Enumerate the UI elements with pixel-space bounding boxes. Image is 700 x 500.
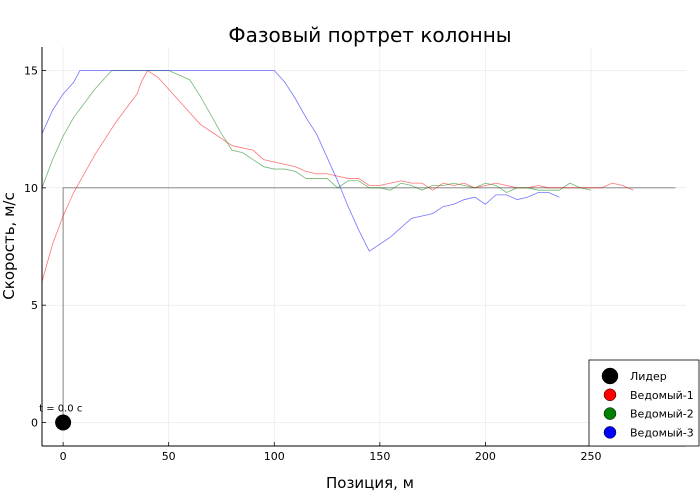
- y-tick-label: 15: [24, 64, 38, 77]
- time-annotation: t = 0.0 с: [39, 404, 82, 415]
- legend-marker-3: [603, 426, 617, 439]
- legend-label-1: Ведомый-1: [630, 389, 694, 402]
- chart-title: Фазовый портрет колонны: [228, 23, 511, 47]
- reference-lines: [62, 187, 676, 423]
- y-axis-title: Скорость, м/с: [0, 192, 18, 299]
- x-tick-label: 50: [162, 450, 176, 463]
- x-tick-label: 0: [60, 450, 67, 463]
- x-tick-label: 200: [475, 450, 496, 463]
- x-axis-title: Позиция, м: [326, 474, 414, 492]
- y-tick-label: 0: [31, 417, 38, 430]
- leader-marker: [55, 414, 72, 431]
- legend-marker-0: [601, 367, 619, 385]
- series-line-3: [41, 70, 560, 252]
- legend: Лидер Ведомый-1 Ведомый-2 Ведомый-3: [588, 359, 700, 447]
- series-line-2: [41, 70, 592, 193]
- annotation-group: t = 0.0 с: [39, 404, 82, 415]
- legend-label-2: Ведомый-2: [630, 408, 694, 421]
- series-line-1: [41, 69, 634, 282]
- y-tick-label: 5: [31, 299, 38, 312]
- reference-line: [62, 187, 676, 423]
- legend-marker-1: [603, 388, 617, 402]
- y-tick-label: 10: [24, 182, 38, 195]
- legend-label-0: Лидер: [630, 370, 667, 383]
- x-tick-label: 250: [580, 450, 601, 463]
- legend-label-3: Ведомый-3: [630, 426, 694, 439]
- series-group: [41, 69, 634, 431]
- tick-labels: 0 50 100 150 200 250 0 5 10 15: [24, 64, 601, 463]
- x-tick-label: 100: [264, 450, 285, 463]
- legend-marker-2: [603, 407, 617, 420]
- x-tick-label: 150: [369, 450, 390, 463]
- axes: [41, 47, 686, 447]
